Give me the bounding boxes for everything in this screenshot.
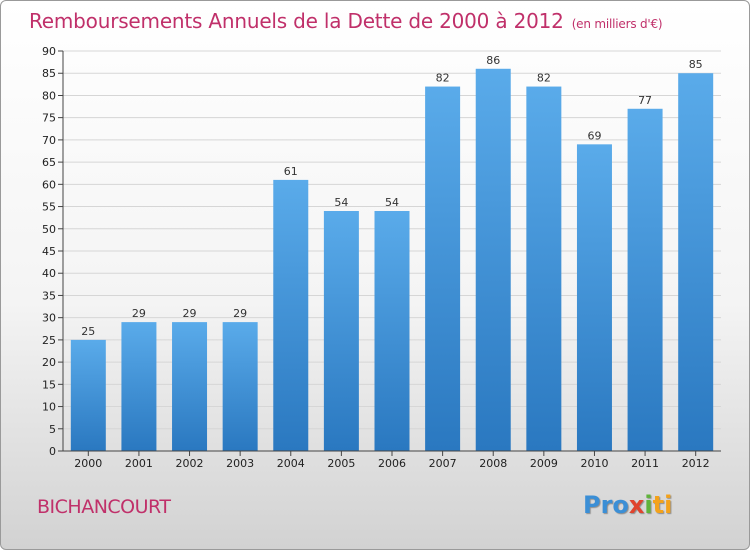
- x-tick-label: 2000: [74, 457, 102, 470]
- data-label: 85: [689, 58, 703, 71]
- x-tick-label: 2001: [125, 457, 153, 470]
- bar: [526, 86, 562, 452]
- y-tick-label: 30: [42, 312, 56, 325]
- data-label: 82: [537, 72, 551, 85]
- bars: 25 29 29 29 61 54 54 82 86 82 69 77 85: [70, 54, 714, 452]
- x-axis: 2000 2001 2002 2003 2004 2005 2006 2007 2008 2009…: [63, 450, 721, 470]
- chart-title: Remboursements Annuels de la Dette de 20…: [29, 9, 663, 33]
- x-tick-label: 2002: [176, 457, 204, 470]
- bar: [70, 339, 106, 451]
- logo-part-4: ti: [652, 491, 673, 519]
- y-tick-label: 35: [42, 289, 56, 302]
- y-axis: 0 5 10 15 20 25 30 35 40 45 50 55 60 65 70 75 80 85 90: [42, 45, 64, 458]
- x-tick-label: 2006: [378, 457, 406, 470]
- bar: [627, 108, 663, 452]
- data-label: 54: [385, 196, 399, 209]
- bar: [222, 322, 258, 451]
- y-tick-label: 70: [42, 134, 56, 147]
- x-tick-label: 2011: [631, 457, 659, 470]
- data-label: 61: [284, 165, 298, 178]
- y-tick-label: 15: [42, 378, 56, 391]
- chart-subtitle: (en milliers d'€): [571, 17, 663, 31]
- y-tick-label: 20: [42, 356, 56, 369]
- bar: [576, 144, 612, 452]
- x-tick-label: 2003: [226, 457, 254, 470]
- y-tick-label: 10: [42, 401, 56, 414]
- proxiti-logo: Proxiti: [583, 491, 672, 519]
- x-tick-label: 2004: [277, 457, 305, 470]
- chart-title-text: Remboursements Annuels de la Dette de 20…: [29, 9, 564, 33]
- x-tick-label: 2010: [580, 457, 608, 470]
- x-tick-label: 2012: [682, 457, 710, 470]
- y-tick-label: 40: [42, 267, 56, 280]
- data-label: 29: [233, 307, 247, 320]
- x-tick-label: 2009: [530, 457, 558, 470]
- y-tick-label: 0: [49, 445, 56, 458]
- y-tick-label: 50: [42, 223, 56, 236]
- bar: [273, 179, 309, 451]
- bar: [678, 73, 714, 451]
- x-tick-label: 2008: [479, 457, 507, 470]
- y-tick-label: 85: [42, 67, 56, 80]
- place-label: BICHANCOURT: [37, 496, 171, 518]
- y-tick-label: 45: [42, 245, 56, 258]
- data-label: 69: [587, 129, 601, 142]
- data-label: 77: [638, 94, 652, 107]
- y-tick-label: 90: [42, 45, 56, 58]
- data-label: 25: [81, 325, 95, 338]
- bar: [475, 68, 511, 452]
- logo-part-3: i: [644, 491, 653, 519]
- bar: [121, 322, 157, 451]
- data-label: 86: [486, 54, 500, 67]
- bar: [425, 86, 461, 452]
- y-tick-label: 25: [42, 334, 56, 347]
- bar: [374, 211, 410, 451]
- data-label: 82: [436, 72, 450, 85]
- y-tick-label: 5: [49, 423, 56, 436]
- data-label: 54: [334, 196, 348, 209]
- bar: [323, 211, 359, 451]
- y-tick-label: 80: [42, 89, 56, 102]
- data-label: 29: [183, 307, 197, 320]
- logo-part-2: x: [628, 491, 645, 519]
- y-tick-label: 75: [42, 112, 56, 125]
- x-tick-label: 2007: [429, 457, 457, 470]
- y-tick-label: 55: [42, 201, 56, 214]
- logo-part-1: Pro: [583, 491, 629, 519]
- y-tick-label: 65: [42, 156, 56, 169]
- data-label: 29: [132, 307, 146, 320]
- y-tick-label: 60: [42, 178, 56, 191]
- bar: [172, 322, 208, 451]
- x-tick-label: 2005: [327, 457, 355, 470]
